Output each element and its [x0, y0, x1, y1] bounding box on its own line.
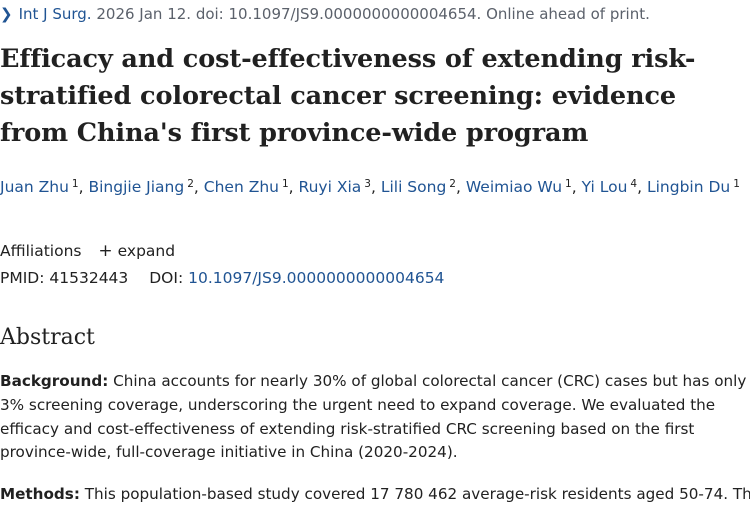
author-list: Juan Zhu 1, Bingjie Jiang 2, Chen Zhu 1, Ru… [0, 174, 745, 200]
expand-label: expand [117, 242, 176, 260]
author-link[interactable]: Ruyi Xia [298, 178, 362, 196]
affiliations-row: Affiliations + expand [0, 241, 175, 261]
journal-link[interactable]: Int J Surg. [18, 5, 92, 23]
affiliation-ref[interactable]: 1 [71, 178, 79, 190]
pmid-label: PMID: [0, 269, 45, 287]
author-item: Lili Song 2, [381, 178, 466, 196]
author-separator: , [288, 178, 294, 196]
author-link[interactable]: Lingbin Du [646, 178, 731, 196]
author-link[interactable]: Juan Zhu [0, 178, 69, 196]
affiliation-ref[interactable]: 1 [733, 178, 740, 190]
author-separator: , [370, 178, 376, 196]
pmid-value: 41532443 [49, 269, 129, 287]
abstract-background: Background: China accounts for nearly 30… [0, 370, 748, 465]
citation-line: ❯ Int J Surg. 2026 Jan 12. doi: 10.1097/J… [0, 5, 650, 25]
author-item: Bingjie Jiang 2, [88, 178, 203, 196]
article-title: Efficacy and cost-effectiveness of exten… [0, 44, 696, 148]
affiliations-label: Affiliations [0, 242, 82, 260]
abstract-methods: Methods: This population-based study cov… [0, 483, 750, 507]
affiliations-expand-button[interactable]: + expand [86, 241, 176, 261]
author-separator: , [571, 178, 577, 196]
doi-link[interactable]: 10.1097/JS9.0000000000004654 [188, 269, 445, 287]
citation-details: 2026 Jan 12. doi: 10.1097/JS9.0000000000… [96, 5, 650, 23]
author-link[interactable]: Bingjie Jiang [88, 178, 185, 196]
author-item: Ruyi Xia 3, [299, 178, 381, 196]
author-separator: , [193, 178, 199, 196]
author-separator: , [637, 178, 643, 196]
author-item: Weimiao Wu 1, [466, 178, 582, 196]
doi-label: DOI: [149, 269, 184, 287]
methods-text: This population-based study covered 17 7… [84, 485, 750, 503]
plus-icon: + [98, 241, 113, 261]
chevron-right-icon[interactable]: ❯ [0, 5, 13, 23]
author-item: Chen Zhu 1, [204, 178, 299, 196]
affiliation-ref[interactable]: 2 [187, 178, 194, 190]
author-separator: , [78, 178, 84, 196]
affiliation-ref[interactable]: 2 [449, 178, 456, 190]
author-link[interactable]: Weimiao Wu [465, 178, 563, 196]
author-link[interactable]: Yi Lou [581, 178, 628, 196]
affiliation-ref[interactable]: 3 [364, 178, 371, 190]
author-separator: , [455, 178, 461, 196]
affiliation-ref[interactable]: 1 [281, 178, 289, 190]
background-text: China accounts for nearly 30% of global … [0, 372, 747, 462]
author-item: Lingbin Du 1 [647, 178, 740, 196]
author-item: Yi Lou 4, [582, 178, 647, 196]
methods-label: Methods: [0, 485, 80, 503]
affiliation-ref[interactable]: 4 [630, 178, 638, 190]
background-label: Background: [0, 372, 109, 390]
identifiers-row: PMID: 41532443 DOI: 10.1097/JS9.00000000… [0, 269, 444, 287]
abstract-heading: Abstract [0, 325, 95, 350]
author-link[interactable]: Lili Song [380, 178, 447, 196]
author-link[interactable]: Chen Zhu [203, 178, 279, 196]
author-item: Juan Zhu 1, [0, 178, 88, 196]
affiliation-ref[interactable]: 1 [565, 178, 572, 190]
